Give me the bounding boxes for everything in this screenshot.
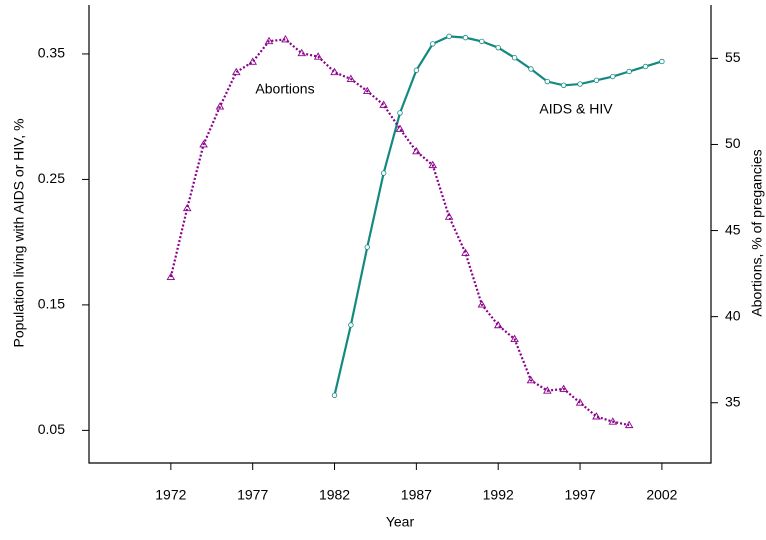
y-tick-label: 0.35 <box>38 45 65 61</box>
point <box>281 35 290 43</box>
point <box>412 146 421 155</box>
point <box>626 68 632 75</box>
y-tick-label: 0.25 <box>38 170 65 186</box>
point <box>560 82 567 89</box>
point <box>477 300 487 308</box>
y2-tick-label: 35 <box>725 393 741 409</box>
point <box>610 73 616 80</box>
point <box>642 63 649 70</box>
point <box>395 124 405 132</box>
x-tick-label: 1997 <box>564 487 595 503</box>
point <box>510 334 519 342</box>
axes <box>88 5 712 464</box>
point <box>461 248 470 256</box>
point <box>544 78 551 85</box>
point <box>232 67 241 76</box>
point <box>264 36 274 45</box>
point <box>511 55 518 61</box>
point <box>379 100 388 108</box>
x-tick-label: 1987 <box>401 487 432 503</box>
point <box>364 244 370 250</box>
point <box>166 272 176 280</box>
y-axis-label: Population living with AIDS or HIV, % <box>11 118 27 347</box>
x-tick-label: 1972 <box>155 487 186 503</box>
point <box>495 44 501 51</box>
point <box>380 170 387 176</box>
point <box>248 57 257 65</box>
point <box>577 81 583 87</box>
x-tick-label: 2002 <box>646 487 677 503</box>
point <box>413 67 420 73</box>
point <box>348 322 354 328</box>
x-tick-label: 1982 <box>319 487 350 503</box>
point <box>444 212 454 220</box>
point <box>215 102 225 110</box>
annotation: Abortions <box>255 81 314 97</box>
series-line <box>333 35 663 396</box>
point <box>313 52 323 60</box>
point <box>559 384 568 392</box>
y2-tick-label: 55 <box>725 49 741 65</box>
point <box>659 58 665 65</box>
point <box>397 110 403 116</box>
x-tick-label: 1992 <box>483 487 514 503</box>
annotation: AIDS & HIV <box>539 101 613 117</box>
y2-tick-label: 45 <box>725 221 741 237</box>
point <box>608 417 618 425</box>
series-line <box>169 38 630 427</box>
point <box>182 203 192 212</box>
point <box>331 392 338 398</box>
point <box>526 375 536 384</box>
point <box>462 34 469 41</box>
y2-tick-label: 50 <box>725 135 741 151</box>
point <box>493 320 503 329</box>
point <box>543 386 552 394</box>
point <box>479 38 485 45</box>
point <box>430 41 436 47</box>
point <box>428 160 438 169</box>
y2-axis-label: Abortions, % of pregancies <box>749 149 765 316</box>
x-axis-label: Year <box>386 514 415 530</box>
point <box>330 67 339 76</box>
y-tick-label: 0.05 <box>38 421 65 437</box>
point <box>575 398 585 406</box>
point <box>346 74 356 82</box>
point <box>199 140 208 148</box>
y2-tick-label: 40 <box>725 307 741 323</box>
point <box>624 420 634 429</box>
x-tick-label: 1977 <box>237 487 268 503</box>
point <box>297 48 307 57</box>
point <box>446 33 452 40</box>
point <box>593 77 600 83</box>
point <box>592 412 601 420</box>
point <box>528 66 534 72</box>
point <box>362 86 372 95</box>
y-tick-label: 0.15 <box>38 296 65 312</box>
